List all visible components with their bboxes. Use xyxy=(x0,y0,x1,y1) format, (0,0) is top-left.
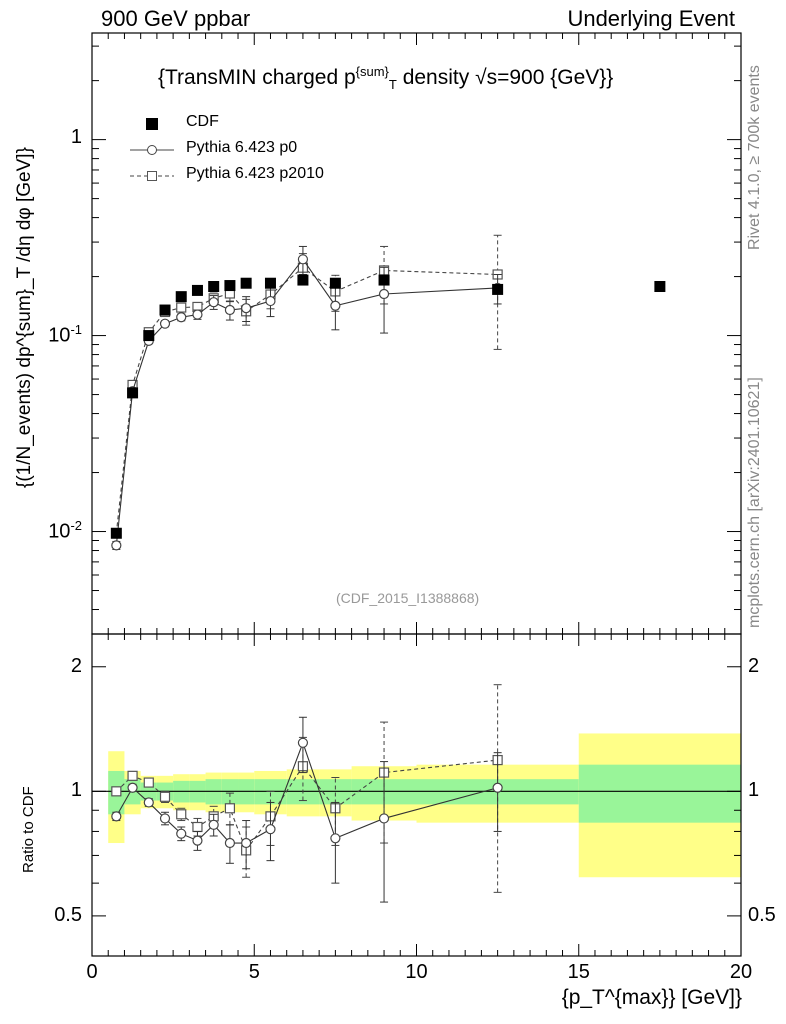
p0-point xyxy=(330,833,341,844)
p0-point xyxy=(159,813,171,824)
x-tick-label: 20 xyxy=(729,961,753,983)
ratio-y-tick-label-right: 2 xyxy=(748,654,760,677)
legend-label: CDF xyxy=(186,113,219,130)
y-tick-label: 1 xyxy=(70,125,82,148)
ratio-y-tick-label: 0.5 xyxy=(54,903,82,926)
x-tick-label: 15 xyxy=(567,961,590,983)
chart-title: {TransMIN charged p{sum}T density √s=900… xyxy=(158,64,613,92)
p0-point xyxy=(111,811,122,822)
p2010-point xyxy=(111,786,122,797)
legend-p2010-marker xyxy=(147,171,157,181)
p0-point xyxy=(159,318,171,329)
p0-point xyxy=(127,782,138,793)
p2010-point xyxy=(127,770,138,781)
p0-point xyxy=(265,824,276,835)
legend-cdf-marker xyxy=(146,118,158,130)
x-tick-label: 10 xyxy=(405,961,428,983)
cdf-point xyxy=(264,277,276,289)
cdf-point xyxy=(191,284,203,296)
ratio-marks xyxy=(111,684,503,903)
p2010-point xyxy=(143,777,154,788)
header-left: 900 GeV ppbar xyxy=(101,6,251,31)
cdf-point xyxy=(159,304,171,316)
x-tick-label: 0 xyxy=(86,961,98,983)
cdf-point xyxy=(297,274,309,286)
p0-point xyxy=(208,297,219,308)
cdf-point xyxy=(329,277,341,289)
ratio-y-label: Ratio to CDF xyxy=(20,786,37,873)
p0-point xyxy=(208,819,219,830)
p0-point xyxy=(492,782,503,793)
cdf-point xyxy=(175,291,187,303)
p0-point xyxy=(241,837,252,849)
p0-point xyxy=(378,288,390,300)
p0-point xyxy=(265,295,276,307)
main-marks xyxy=(110,234,666,551)
legend-label: Pythia 6.423 p0 xyxy=(186,139,298,156)
x-axis-label: {p_T^{max}} [GeV]} xyxy=(561,986,742,1009)
cdf-point xyxy=(110,527,122,539)
p2010-point xyxy=(224,803,236,814)
ratio-y-tick-label-right: 0.5 xyxy=(748,903,776,926)
p0-point xyxy=(297,737,309,748)
header-right: Underlying Event xyxy=(567,6,735,31)
legend-label: Pythia 6.423 p2010 xyxy=(186,165,324,182)
mc-line xyxy=(115,258,498,546)
p2010-point xyxy=(176,809,187,820)
ratio-bands xyxy=(92,733,741,878)
cdf-point xyxy=(143,330,155,342)
x-tick-label: 5 xyxy=(248,961,260,983)
cdf-point xyxy=(654,281,666,293)
cdf-point xyxy=(378,274,390,286)
ratio-y-tick-label: 2 xyxy=(70,654,82,677)
legend xyxy=(130,118,174,181)
p0-point xyxy=(192,835,203,846)
cdf-point xyxy=(492,283,504,295)
y-axis-label: {(1/N_events) dp^{sum}_T /dη dφ [GeV]} xyxy=(14,147,35,488)
title-sub: T xyxy=(388,77,397,93)
title-part-b: density √s=900 {GeV}} xyxy=(396,66,614,89)
mcplots-label: mcplots.cern.ch [arXiv:2401.10621] xyxy=(746,377,763,628)
p0-point xyxy=(330,300,341,311)
p0-point xyxy=(176,312,187,323)
p0-point xyxy=(224,837,236,849)
p0-point xyxy=(111,540,122,551)
y-tick-label: 10-1 xyxy=(48,321,82,347)
p2010-point xyxy=(159,791,171,802)
cdf-point xyxy=(208,281,220,293)
p0-point xyxy=(378,813,390,824)
axis-ticks xyxy=(91,33,742,957)
cdf-point xyxy=(127,387,139,399)
title-part-a: {TransMIN charged p xyxy=(158,66,356,89)
analysis-tag: (CDF_2015_I1388868) xyxy=(336,590,480,606)
p0-point xyxy=(143,797,154,808)
cdf-point xyxy=(224,280,236,292)
p0-point xyxy=(192,309,203,320)
title-sup: {sum} xyxy=(355,64,389,79)
mc-line xyxy=(115,267,498,534)
p0-point xyxy=(224,304,236,316)
p0-point xyxy=(176,828,187,839)
ratio-y-tick-label: 1 xyxy=(70,779,82,802)
p0-point xyxy=(241,303,252,314)
rivet-label: Rivet 4.1.0, ≥ 700k events xyxy=(746,65,763,250)
ratio-y-tick-label-right: 1 xyxy=(748,779,760,802)
cdf-point xyxy=(240,277,252,289)
p2010-point xyxy=(176,302,187,313)
legend-p0-marker xyxy=(147,145,157,155)
p0-point xyxy=(297,254,309,265)
y-tick-label: 10-2 xyxy=(48,517,82,543)
ratio-band-green xyxy=(578,764,741,823)
p2010-point xyxy=(192,821,203,833)
